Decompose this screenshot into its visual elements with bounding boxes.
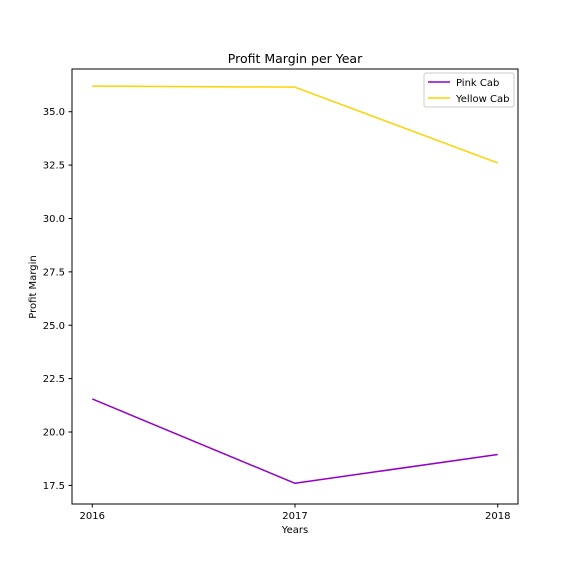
series-line-pink-cab bbox=[91, 398, 498, 485]
series-layer bbox=[91, 85, 498, 485]
y-axis-label: Profit Margin bbox=[28, 255, 39, 318]
x-tick-label: 2017 bbox=[282, 511, 307, 522]
ticks-layer: 2016 2017 2018 17.5 20.0 22.5 25.0 27.5 30.0 32.5… bbox=[43, 107, 511, 522]
plot-area bbox=[71, 68, 519, 505]
y-tick-label: 35.0 bbox=[43, 107, 65, 118]
legend-label-pink-cab: Pink Cab bbox=[456, 78, 499, 89]
y-tick-label: 20.0 bbox=[43, 428, 65, 439]
y-tick-label: 22.5 bbox=[43, 374, 65, 385]
y-tick-label: 27.5 bbox=[43, 267, 65, 278]
legend: Pink Cab Yellow Cab bbox=[423, 72, 515, 108]
y-tick-label: 25.0 bbox=[43, 321, 65, 332]
x-tick-label: 2016 bbox=[80, 511, 105, 522]
y-tick-label: 17.5 bbox=[43, 481, 65, 492]
x-tick-label: 2018 bbox=[485, 511, 510, 522]
y-tick-label: 32.5 bbox=[43, 161, 65, 172]
x-axis-label: Years bbox=[281, 525, 308, 536]
y-tick-label: 30.0 bbox=[43, 214, 65, 225]
legend-label-yellow-cab: Yellow Cab bbox=[455, 94, 509, 105]
series-line-yellow-cab bbox=[92, 85, 498, 164]
chart-title: Profit Margin per Year bbox=[228, 51, 363, 66]
